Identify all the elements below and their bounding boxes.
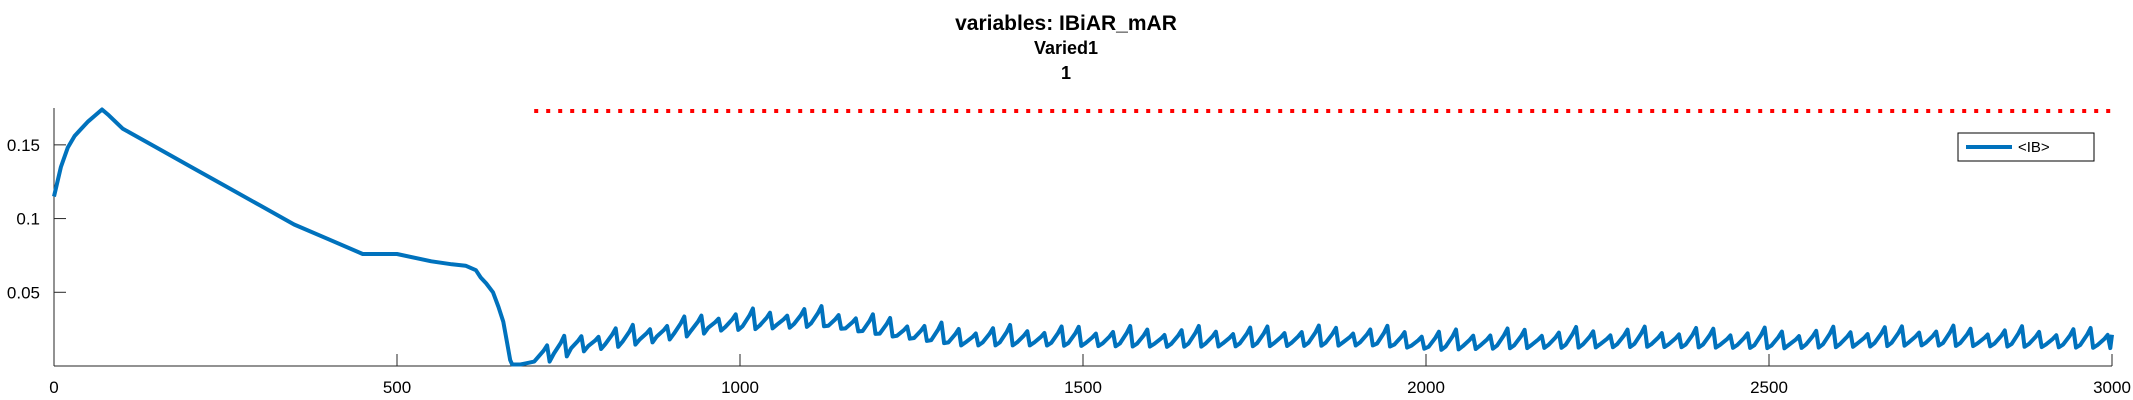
- y-tick-label: 0.15: [7, 136, 40, 155]
- chart-title: variables: IBiAR_mAR: [955, 12, 1177, 35]
- y-tick-label: 0.05: [7, 283, 40, 302]
- plot-area: [52, 107, 2114, 367]
- y-tick-label: 0.1: [16, 210, 40, 229]
- x-tick-label: 2000: [1407, 378, 1445, 397]
- x-tick-label: 3000: [2093, 378, 2131, 397]
- legend[interactable]: <IB>: [1957, 132, 2095, 162]
- ticks: 0 500 1000 1500 2000 2500 3000 0.05 0.1 0.15: [7, 136, 2131, 397]
- x-tick-label: 1000: [721, 378, 759, 397]
- x-tick-label: 1500: [1064, 378, 1102, 397]
- legend-entry: <IB>: [2018, 139, 2050, 156]
- chart-subtitle-2: 1: [1061, 63, 1071, 83]
- x-tick-label: 2500: [1750, 378, 1788, 397]
- x-tick-label: 500: [383, 378, 411, 397]
- x-tick-label: 0: [49, 378, 58, 397]
- series-line-ib: [52, 107, 2114, 367]
- axes: [53, 108, 2112, 367]
- chart-subtitle-1: Varied1: [1034, 38, 1098, 58]
